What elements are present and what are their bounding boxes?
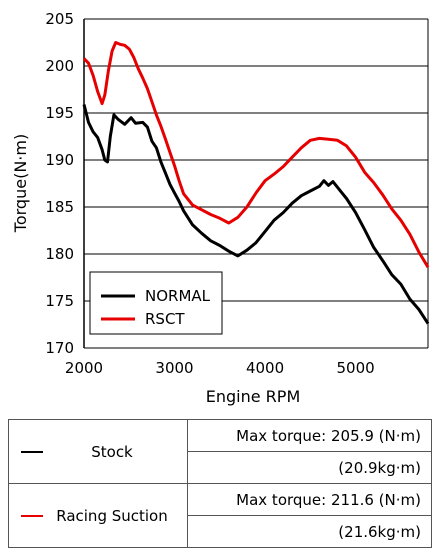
torque-chart: 170 175 180 185 190 195 200 205 2000 3000 4000 500… xyxy=(11,10,430,406)
series-lines xyxy=(82,41,430,325)
racing-suction-label: Racing Suction xyxy=(56,506,168,525)
y-tick-label: 200 xyxy=(45,57,74,75)
x-tick-labels: 2000 3000 4000 5000 xyxy=(65,359,375,377)
x-tick-label: 2000 xyxy=(65,359,103,377)
x-axis-title: Engine RPM xyxy=(206,387,301,406)
y-tick-label: 205 xyxy=(45,10,74,28)
table-row-racing-suction: Racing Suction Max torque: 211.6 (N·m) xyxy=(8,483,432,548)
legend-label-rsct: RSCT xyxy=(145,310,185,328)
table-row-stock: Stock Max torque: 205.9 (N·m) xyxy=(8,419,432,484)
x-tick-label: 3000 xyxy=(155,359,193,377)
racing-suction-line-swatch xyxy=(21,514,43,517)
y-tick-label: 170 xyxy=(45,339,74,357)
legend: NORMAL RSCT xyxy=(89,271,223,335)
stock-label-cell: Stock xyxy=(8,419,188,484)
racing-suction-max-torque-nm: Max torque: 211.6 (N·m) xyxy=(187,483,432,516)
racing-suction-label-cell: Racing Suction xyxy=(8,483,188,548)
y-tick-label: 195 xyxy=(45,104,74,122)
stock-max-torque-kgm: (20.9kg·m) xyxy=(187,451,432,484)
series-line-rsct xyxy=(82,41,430,268)
racing-suction-max-torque-kgm: (21.6kg·m) xyxy=(187,515,432,548)
y-tick-label: 175 xyxy=(45,292,74,310)
legend-label-normal: NORMAL xyxy=(145,287,211,305)
table-row-stock-kgm: (20.9kg·m) xyxy=(9,451,432,484)
stock-line-swatch xyxy=(21,450,43,453)
y-axis-title: Torque(N·m) xyxy=(11,134,30,233)
stock-max-torque-nm: Max torque: 205.9 (N·m) xyxy=(187,419,432,452)
y-tick-labels: 170 175 180 185 190 195 200 205 xyxy=(45,10,74,357)
series-line-normal xyxy=(82,104,430,325)
stock-label: Stock xyxy=(91,442,133,461)
x-tick-label: 5000 xyxy=(336,359,374,377)
y-tick-label: 185 xyxy=(45,198,74,216)
table-row-racing-suction-kgm: (21.6kg·m) xyxy=(9,515,432,548)
legend-box xyxy=(89,271,223,335)
y-tick-label: 190 xyxy=(45,151,74,169)
x-tick-label: 4000 xyxy=(246,359,284,377)
y-tick-label: 180 xyxy=(45,245,74,263)
torque-summary-table: Stock Max torque: 205.9 (N·m) (20.9kg·m)… xyxy=(8,419,432,548)
